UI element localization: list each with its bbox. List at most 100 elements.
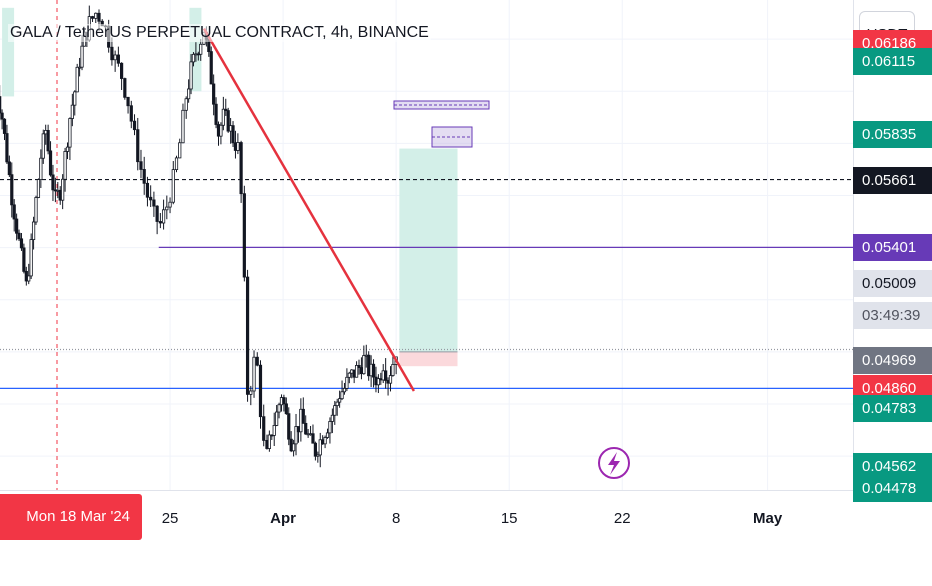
candle-body (174, 157, 179, 171)
chart-title: GALA / TetherUS PERPETUAL CONTRACT, 4h, … (8, 24, 431, 42)
candle-body (68, 118, 72, 148)
candle-body (31, 221, 36, 240)
candle-body (126, 96, 130, 107)
price-tag: 0.04969 (853, 346, 932, 374)
candle-body (12, 204, 16, 220)
candle-body (123, 78, 127, 98)
candle-body (239, 142, 243, 195)
candle-body (39, 157, 43, 180)
candle-body (371, 363, 376, 378)
countdown-tag: 03:49:39 (853, 302, 932, 329)
candle-body (46, 130, 50, 152)
candle-body (94, 12, 98, 19)
candle-body (294, 426, 298, 445)
candle-body (328, 421, 332, 434)
candle-body (258, 364, 263, 418)
candle-body (212, 83, 216, 105)
candle-body (149, 196, 153, 201)
candle-body (110, 46, 114, 61)
price-tag: 0.05009 (853, 270, 932, 297)
candle-body (145, 182, 150, 198)
candle-body (338, 398, 342, 403)
candle-body (161, 209, 166, 224)
candle-body (155, 205, 159, 222)
candle-body (136, 129, 140, 163)
candle-body (132, 120, 137, 131)
candle-body (384, 370, 388, 381)
candle-body (376, 378, 380, 386)
candle-body (5, 133, 9, 163)
candle-body (181, 109, 185, 144)
candle-body (301, 408, 305, 424)
chart-area[interactable]: GALA / TetherUS PERPETUAL CONTRACT, 4h, … (0, 0, 932, 571)
candle-body (27, 275, 31, 282)
candle-body (178, 142, 182, 159)
candle-body (29, 239, 33, 277)
time-axis-border (0, 490, 853, 491)
candle-body (347, 372, 351, 378)
candle-body (80, 45, 84, 68)
target-zone (399, 148, 458, 352)
candle-body (165, 206, 169, 211)
position-zones (2, 7, 458, 367)
candle-body (0, 96, 2, 114)
candle-body (284, 403, 288, 415)
candle-body (73, 91, 77, 106)
drawings (202, 28, 630, 479)
candle-body (17, 232, 21, 240)
candle-body (345, 376, 349, 389)
candle-body (51, 174, 55, 191)
candle-body (187, 88, 191, 100)
candle-body (277, 404, 281, 413)
candle-body (34, 197, 38, 223)
crosshair-date-label: Mon 18 Mar '24 20:00 (0, 494, 142, 571)
candle-body (152, 199, 156, 207)
candle-body (242, 193, 246, 278)
candle-body (219, 124, 223, 137)
candle-body (291, 443, 296, 452)
price-tag: 0.04783 (853, 395, 932, 423)
price-tag: 0.05401 (853, 234, 932, 262)
candle-body (113, 54, 117, 61)
trendline (202, 28, 415, 392)
candle-body (362, 355, 366, 375)
price-tag: 0.05661 (853, 166, 932, 194)
candle-body (209, 51, 213, 85)
history-zone (2, 7, 15, 97)
candle-body (22, 247, 26, 272)
candle-body (236, 142, 240, 151)
candle-body (342, 388, 347, 393)
candle-body (335, 401, 339, 407)
candle-body (226, 110, 230, 132)
candle-body (199, 43, 203, 55)
candle-body (272, 425, 276, 436)
candle-body (249, 390, 253, 395)
candle-body (7, 161, 11, 176)
candle-body (142, 169, 146, 184)
candle-body (316, 454, 320, 457)
candle-body (168, 201, 172, 208)
time-tick-label: May (753, 510, 783, 527)
candle-body (41, 133, 45, 159)
candle-body (340, 391, 344, 400)
candle-body (391, 364, 395, 376)
candle-body (221, 108, 225, 126)
chart-svg[interactable] (0, 0, 932, 550)
candle-body (304, 422, 308, 435)
candle-body (214, 103, 218, 125)
price-tag: 0.04478 (853, 474, 932, 502)
candle-body (287, 413, 291, 440)
candle-body (325, 432, 330, 438)
candle-body (171, 169, 175, 203)
time-tick-label: Apr (270, 510, 297, 527)
candle-body (75, 66, 79, 93)
candle-body (224, 108, 228, 111)
candle-body (184, 98, 188, 111)
candle-body (388, 375, 393, 384)
time-tick-label: 8 (391, 510, 401, 527)
candle-body (191, 53, 196, 63)
lightning-bolt (608, 452, 620, 475)
candle-body (19, 238, 24, 249)
candle-body (262, 416, 266, 441)
candle-body (311, 433, 315, 444)
